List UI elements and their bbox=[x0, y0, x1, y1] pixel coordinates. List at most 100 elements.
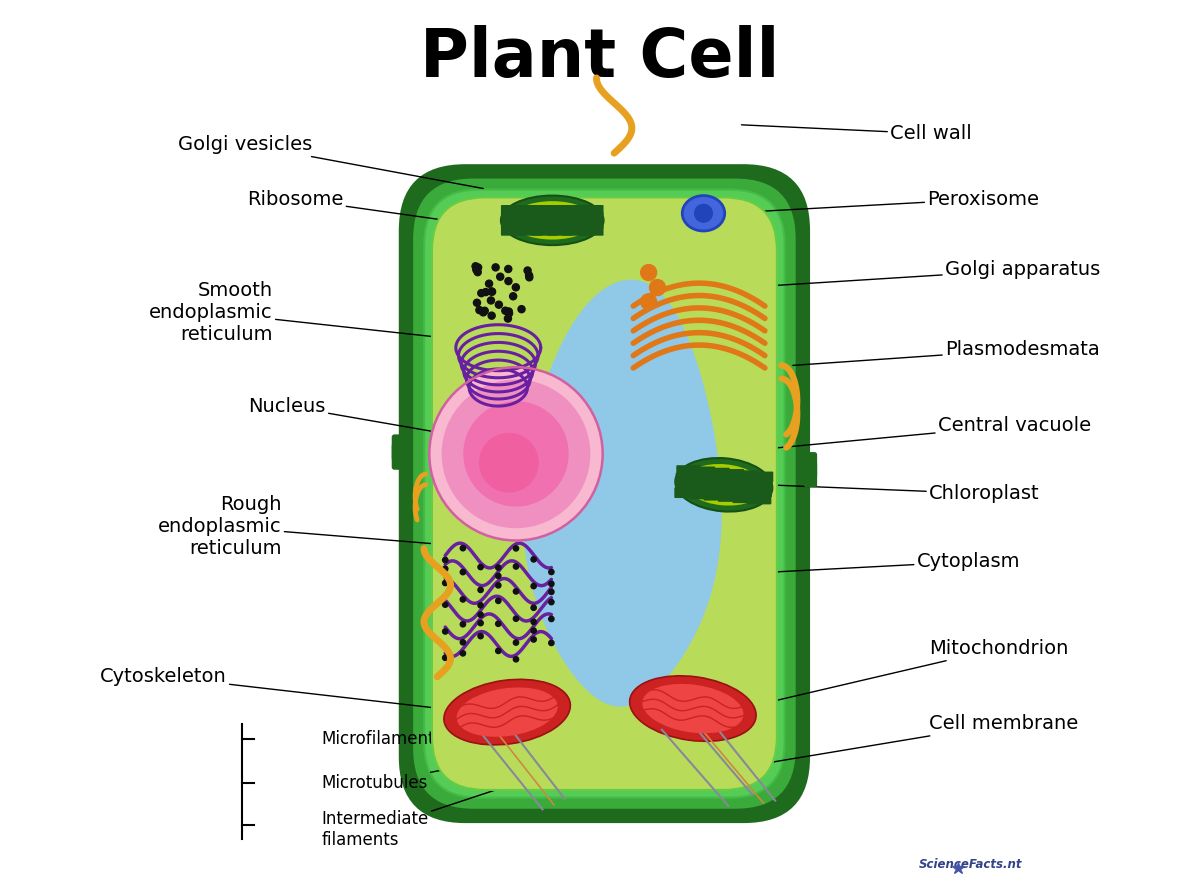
FancyBboxPatch shape bbox=[391, 443, 404, 470]
Circle shape bbox=[505, 308, 512, 315]
FancyBboxPatch shape bbox=[748, 494, 772, 505]
Circle shape bbox=[548, 640, 554, 645]
Circle shape bbox=[548, 589, 554, 595]
Circle shape bbox=[474, 269, 481, 276]
Circle shape bbox=[461, 546, 466, 551]
Circle shape bbox=[488, 312, 496, 320]
Text: Plasmodesmata: Plasmodesmata bbox=[793, 340, 1099, 366]
Circle shape bbox=[502, 307, 509, 314]
Text: Mitochondrion: Mitochondrion bbox=[742, 639, 1068, 708]
Circle shape bbox=[443, 602, 448, 607]
FancyBboxPatch shape bbox=[563, 212, 588, 222]
Circle shape bbox=[478, 587, 484, 593]
FancyBboxPatch shape bbox=[532, 205, 557, 214]
Text: Smooth
endoplasmic
reticulum: Smooth endoplasmic reticulum bbox=[149, 281, 470, 344]
Circle shape bbox=[548, 616, 554, 621]
Circle shape bbox=[496, 583, 500, 588]
Text: Peroxisome: Peroxisome bbox=[724, 190, 1039, 214]
FancyBboxPatch shape bbox=[677, 465, 701, 476]
Text: Chloroplast: Chloroplast bbox=[767, 484, 1039, 503]
FancyBboxPatch shape bbox=[516, 212, 542, 222]
FancyBboxPatch shape bbox=[704, 482, 728, 493]
Circle shape bbox=[443, 655, 448, 660]
Circle shape bbox=[480, 309, 487, 316]
FancyBboxPatch shape bbox=[689, 489, 713, 499]
FancyBboxPatch shape bbox=[674, 488, 698, 498]
FancyBboxPatch shape bbox=[804, 461, 817, 488]
Circle shape bbox=[430, 368, 602, 540]
FancyBboxPatch shape bbox=[563, 205, 588, 214]
FancyBboxPatch shape bbox=[516, 205, 542, 214]
FancyBboxPatch shape bbox=[703, 490, 727, 500]
Circle shape bbox=[472, 263, 479, 270]
FancyBboxPatch shape bbox=[425, 190, 785, 797]
FancyBboxPatch shape bbox=[578, 219, 604, 229]
Circle shape bbox=[461, 640, 466, 645]
FancyBboxPatch shape bbox=[578, 205, 604, 214]
FancyBboxPatch shape bbox=[563, 219, 588, 229]
Circle shape bbox=[486, 280, 492, 287]
FancyBboxPatch shape bbox=[413, 179, 796, 809]
Circle shape bbox=[482, 288, 490, 295]
FancyBboxPatch shape bbox=[691, 466, 715, 477]
Circle shape bbox=[641, 264, 656, 280]
Circle shape bbox=[496, 573, 500, 578]
Circle shape bbox=[478, 564, 484, 570]
Circle shape bbox=[504, 315, 511, 322]
FancyBboxPatch shape bbox=[547, 205, 572, 214]
Ellipse shape bbox=[683, 196, 725, 231]
Circle shape bbox=[526, 271, 533, 279]
FancyBboxPatch shape bbox=[532, 212, 557, 222]
Circle shape bbox=[532, 557, 536, 562]
Circle shape bbox=[478, 620, 484, 626]
Ellipse shape bbox=[684, 464, 764, 506]
Ellipse shape bbox=[642, 684, 744, 733]
Circle shape bbox=[532, 637, 536, 642]
Ellipse shape bbox=[676, 458, 773, 512]
Text: Cell membrane: Cell membrane bbox=[764, 714, 1079, 764]
Circle shape bbox=[532, 605, 536, 611]
Circle shape bbox=[649, 279, 666, 295]
Circle shape bbox=[514, 589, 518, 594]
Circle shape bbox=[548, 600, 554, 605]
Text: Cell wall: Cell wall bbox=[742, 125, 972, 143]
Circle shape bbox=[443, 629, 448, 634]
Text: ScienceFacts.nt: ScienceFacts.nt bbox=[919, 858, 1022, 871]
Text: Microtubules: Microtubules bbox=[322, 759, 500, 792]
Circle shape bbox=[481, 307, 488, 314]
Circle shape bbox=[496, 598, 500, 603]
Circle shape bbox=[474, 299, 480, 306]
Text: Plant Cell: Plant Cell bbox=[420, 25, 780, 91]
Circle shape bbox=[505, 265, 511, 272]
Text: Rough
endoplasmic
reticulum: Rough endoplasmic reticulum bbox=[158, 495, 470, 558]
Polygon shape bbox=[523, 280, 721, 706]
Circle shape bbox=[474, 264, 481, 271]
Circle shape bbox=[473, 266, 480, 273]
FancyBboxPatch shape bbox=[398, 164, 810, 823]
Circle shape bbox=[505, 278, 512, 285]
Circle shape bbox=[512, 284, 520, 291]
Circle shape bbox=[514, 564, 518, 569]
Circle shape bbox=[492, 263, 499, 271]
Text: Central vacuole: Central vacuole bbox=[713, 416, 1091, 454]
Circle shape bbox=[443, 557, 448, 562]
FancyBboxPatch shape bbox=[516, 219, 542, 229]
FancyBboxPatch shape bbox=[578, 226, 604, 236]
FancyBboxPatch shape bbox=[500, 205, 527, 214]
Circle shape bbox=[497, 273, 504, 280]
Circle shape bbox=[496, 565, 500, 570]
Text: Ribosome: Ribosome bbox=[247, 190, 484, 226]
Circle shape bbox=[480, 433, 538, 492]
FancyBboxPatch shape bbox=[749, 479, 773, 490]
FancyBboxPatch shape bbox=[500, 212, 527, 222]
Circle shape bbox=[548, 570, 554, 575]
Circle shape bbox=[443, 580, 448, 586]
Circle shape bbox=[532, 628, 536, 634]
FancyBboxPatch shape bbox=[432, 198, 776, 790]
Circle shape bbox=[443, 380, 589, 528]
Text: Cytoskeleton: Cytoskeleton bbox=[100, 668, 472, 712]
FancyBboxPatch shape bbox=[563, 226, 588, 236]
FancyBboxPatch shape bbox=[720, 469, 744, 480]
Ellipse shape bbox=[510, 201, 594, 239]
Circle shape bbox=[461, 597, 466, 602]
